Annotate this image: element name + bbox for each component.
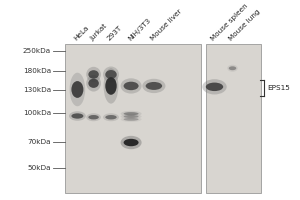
Text: Mouse spleen: Mouse spleen xyxy=(210,2,249,42)
Ellipse shape xyxy=(121,111,142,117)
FancyBboxPatch shape xyxy=(206,44,261,193)
Ellipse shape xyxy=(88,79,99,88)
Text: 100kDa: 100kDa xyxy=(23,110,51,116)
Ellipse shape xyxy=(103,66,119,82)
Text: NIH/3T3: NIH/3T3 xyxy=(127,17,152,42)
Text: 70kDa: 70kDa xyxy=(28,139,51,145)
Ellipse shape xyxy=(202,79,227,94)
Ellipse shape xyxy=(88,70,99,79)
Ellipse shape xyxy=(121,136,142,149)
Text: Jurkat: Jurkat xyxy=(89,23,109,42)
Ellipse shape xyxy=(103,68,118,104)
Ellipse shape xyxy=(105,70,117,79)
Ellipse shape xyxy=(69,111,86,121)
Ellipse shape xyxy=(229,66,236,70)
Text: 130kDa: 130kDa xyxy=(23,87,51,93)
Ellipse shape xyxy=(124,139,139,146)
Ellipse shape xyxy=(71,81,83,98)
Ellipse shape xyxy=(86,113,101,121)
Ellipse shape xyxy=(88,115,99,119)
Ellipse shape xyxy=(103,113,119,121)
Ellipse shape xyxy=(105,77,117,95)
Ellipse shape xyxy=(124,118,139,121)
Ellipse shape xyxy=(121,114,142,119)
Text: 250kDa: 250kDa xyxy=(23,48,51,54)
Ellipse shape xyxy=(70,73,85,106)
Text: 180kDa: 180kDa xyxy=(23,68,51,74)
Ellipse shape xyxy=(206,83,223,91)
Ellipse shape xyxy=(121,117,142,122)
Text: 293T: 293T xyxy=(106,25,123,42)
Ellipse shape xyxy=(146,82,162,90)
Text: EPS15: EPS15 xyxy=(268,85,290,91)
Ellipse shape xyxy=(86,67,101,82)
Text: 50kDa: 50kDa xyxy=(28,165,51,171)
Ellipse shape xyxy=(124,115,139,118)
Ellipse shape xyxy=(71,113,83,119)
Ellipse shape xyxy=(86,75,101,92)
Text: HeLa: HeLa xyxy=(73,24,90,42)
Ellipse shape xyxy=(105,115,117,119)
Ellipse shape xyxy=(124,82,139,90)
FancyBboxPatch shape xyxy=(64,44,201,193)
Ellipse shape xyxy=(142,79,166,93)
Ellipse shape xyxy=(121,78,142,94)
Ellipse shape xyxy=(227,65,238,72)
Text: Mouse liver: Mouse liver xyxy=(149,8,183,42)
Ellipse shape xyxy=(124,112,139,115)
Text: Mouse lung: Mouse lung xyxy=(227,8,261,42)
